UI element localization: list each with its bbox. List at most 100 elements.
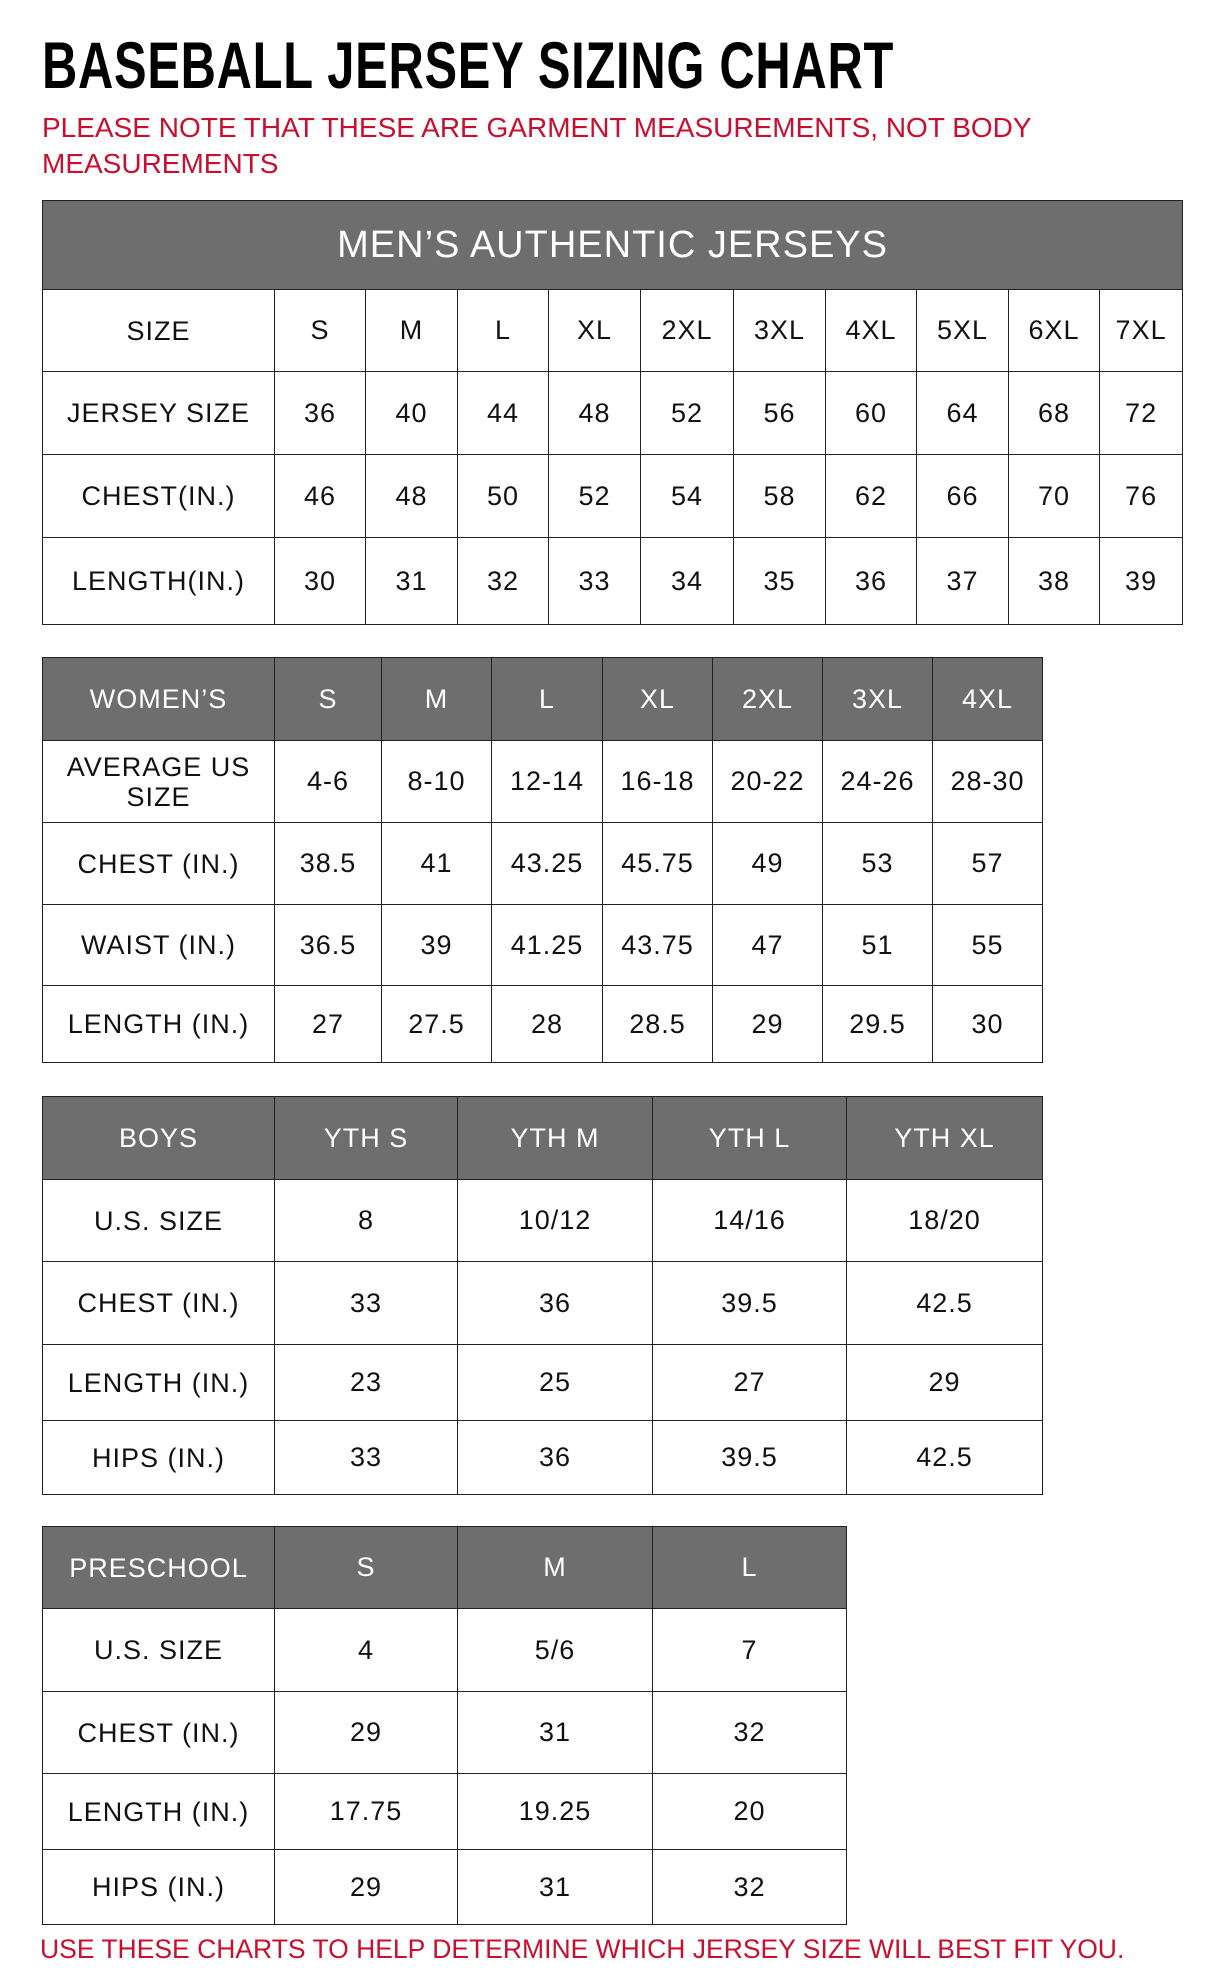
table-cell: 29 — [274, 1849, 458, 1925]
table-cell: 33 — [274, 1420, 458, 1495]
table-cell: 48 — [365, 454, 458, 538]
page-title: BASEBALL JERSEY SIZING CHART — [42, 28, 895, 102]
table-cell: 30 — [274, 537, 366, 625]
table-cell: 36 — [457, 1261, 653, 1345]
column-header: 3XL — [733, 289, 826, 372]
table-cell: 8-10 — [381, 740, 492, 823]
table-cell: 58 — [733, 454, 826, 538]
table-cell: 49 — [712, 822, 823, 905]
table-row: U.S. SIZE 8 10/12 14/16 18/20 — [42, 1179, 1043, 1262]
table-header-row: BOYS YTH S YTH M YTH L YTH XL — [42, 1096, 1043, 1180]
table-cell: 29 — [846, 1344, 1043, 1421]
table-cell: 38 — [1008, 537, 1100, 625]
table-cell: 31 — [457, 1849, 653, 1925]
column-header: YTH XL — [846, 1096, 1043, 1180]
table-cell: 30 — [932, 985, 1043, 1063]
table-row: U.S. SIZE 4 5/6 7 — [42, 1608, 847, 1692]
table-cell: 42.5 — [846, 1420, 1043, 1495]
row-label: HIPS (IN.) — [42, 1849, 275, 1925]
column-header: 2XL — [640, 289, 734, 372]
table-header-row: WOMEN’S S M L XL 2XL 3XL 4XL — [42, 657, 1043, 741]
table-cell: 36 — [825, 537, 917, 625]
table-cell: 76 — [1098, 454, 1184, 538]
table-cell: 31 — [457, 1691, 653, 1774]
table-row: HIPS (IN.) 29 31 32 — [42, 1849, 847, 1925]
garment-measurement-note: PLEASE NOTE THAT THESE ARE GARMENT MEASU… — [42, 112, 1032, 179]
table-row: HIPS (IN.) 33 36 39.5 42.5 — [42, 1420, 1043, 1495]
column-header: 5XL — [916, 289, 1009, 372]
table-cell: 40 — [365, 371, 458, 455]
row-label: AVERAGE US SIZE — [42, 740, 275, 823]
table-banner: MEN’S AUTHENTIC JERSEYS — [41, 200, 1184, 290]
table-cell: 34 — [640, 537, 734, 625]
table-cell: 68 — [1008, 371, 1100, 455]
table-cell: 36 — [274, 371, 366, 455]
row-label: LENGTH (IN.) — [42, 1344, 275, 1421]
table-cell: 54 — [640, 454, 734, 538]
table-row: WAIST (IN.) 36.5 39 41.25 43.75 47 51 55 — [42, 904, 1043, 986]
table-cell: 42.5 — [846, 1261, 1043, 1345]
table-cell: 20 — [652, 1773, 847, 1850]
table-cell: 32 — [457, 537, 549, 625]
table-cell: 12-14 — [491, 740, 603, 823]
table-cell: 4-6 — [274, 740, 382, 823]
table-cell: 4 — [274, 1608, 458, 1692]
column-header: YTH S — [274, 1096, 458, 1180]
table-cell: 43.75 — [602, 904, 713, 986]
column-header: M — [457, 1526, 653, 1609]
table-cell: 44 — [457, 371, 549, 455]
table-cell: 39 — [1098, 537, 1184, 625]
mens-authentic-jerseys-table: MEN’S AUTHENTIC JERSEYS SIZE S M L XL 2XL 3XL 4X… — [41, 200, 1184, 625]
row-label: CHEST (IN.) — [42, 1261, 275, 1345]
table-cell: 39.5 — [652, 1420, 847, 1495]
table-cell: 35 — [733, 537, 826, 625]
table-row: LENGTH (IN.) 23 25 27 29 — [42, 1344, 1043, 1421]
footer-note: USE THESE CHARTS TO HELP DETERMINE WHICH… — [40, 1934, 1125, 1964]
table-row: CHEST (IN.) 38.5 41 43.25 45.75 49 53 57 — [42, 822, 1043, 905]
table-cell: 47 — [712, 904, 823, 986]
table-cell: 28.5 — [602, 985, 713, 1063]
column-header: 7XL — [1098, 289, 1184, 372]
column-header: M — [365, 289, 458, 372]
table-cell: 27.5 — [381, 985, 492, 1063]
row-label: LENGTH (IN.) — [42, 985, 275, 1063]
column-header: YTH M — [457, 1096, 653, 1180]
column-header: SIZE — [42, 289, 275, 372]
column-header: XL — [602, 657, 713, 741]
column-header: S — [274, 657, 382, 741]
table-cell: 46 — [274, 454, 366, 538]
table-header-row: PRESCHOOL S M L — [42, 1526, 847, 1609]
table-cell: 5/6 — [457, 1608, 653, 1692]
boys-size-table: BOYS YTH S YTH M YTH L YTH XL U.S. SIZE 8 10/12… — [42, 1096, 1043, 1495]
column-header: XL — [548, 289, 641, 372]
preschool-size-table: PRESCHOOL S M L U.S. SIZE 4 5/6 7 CHEST (IN.) 29 3… — [42, 1526, 847, 1925]
row-label: JERSEY SIZE — [42, 371, 275, 455]
table-cell: 51 — [822, 904, 933, 986]
table-cell: 37 — [916, 537, 1009, 625]
table-cell: 33 — [274, 1261, 458, 1345]
column-header: 2XL — [712, 657, 823, 741]
table-cell: 45.75 — [602, 822, 713, 905]
womens-size-table: WOMEN’S S M L XL 2XL 3XL 4XL AVERAGE US SIZE 4-6 8… — [42, 657, 1043, 1063]
table-cell: 56 — [733, 371, 826, 455]
column-header: L — [652, 1526, 847, 1609]
table-header-row: SIZE S M L XL 2XL 3XL 4XL 5XL 6XL 7XL — [42, 289, 1184, 372]
table-cell: 60 — [825, 371, 917, 455]
row-label: CHEST(IN.) — [42, 454, 275, 538]
table-row: LENGTH (IN.) 17.75 19.25 20 — [42, 1773, 847, 1850]
table-cell: 66 — [916, 454, 1009, 538]
row-label: HIPS (IN.) — [42, 1420, 275, 1495]
table-cell: 32 — [652, 1691, 847, 1774]
table-cell: 14/16 — [652, 1179, 847, 1262]
table-cell: 48 — [548, 371, 641, 455]
table-row: CHEST(IN.) 46 48 50 52 54 58 62 66 70 76 — [42, 454, 1184, 538]
table-cell: 57 — [932, 822, 1043, 905]
row-label: LENGTH (IN.) — [42, 1773, 275, 1850]
table-row: AVERAGE US SIZE 4-6 8-10 12-14 16-18 20-22 24-… — [42, 740, 1043, 823]
table-cell: 52 — [548, 454, 641, 538]
column-header: WOMEN’S — [42, 657, 275, 741]
table-cell: 28 — [491, 985, 603, 1063]
table-row: LENGTH (IN.) 27 27.5 28 28.5 29 29.5 30 — [42, 985, 1043, 1063]
table-cell: 41.25 — [491, 904, 603, 986]
column-header: BOYS — [42, 1096, 275, 1180]
